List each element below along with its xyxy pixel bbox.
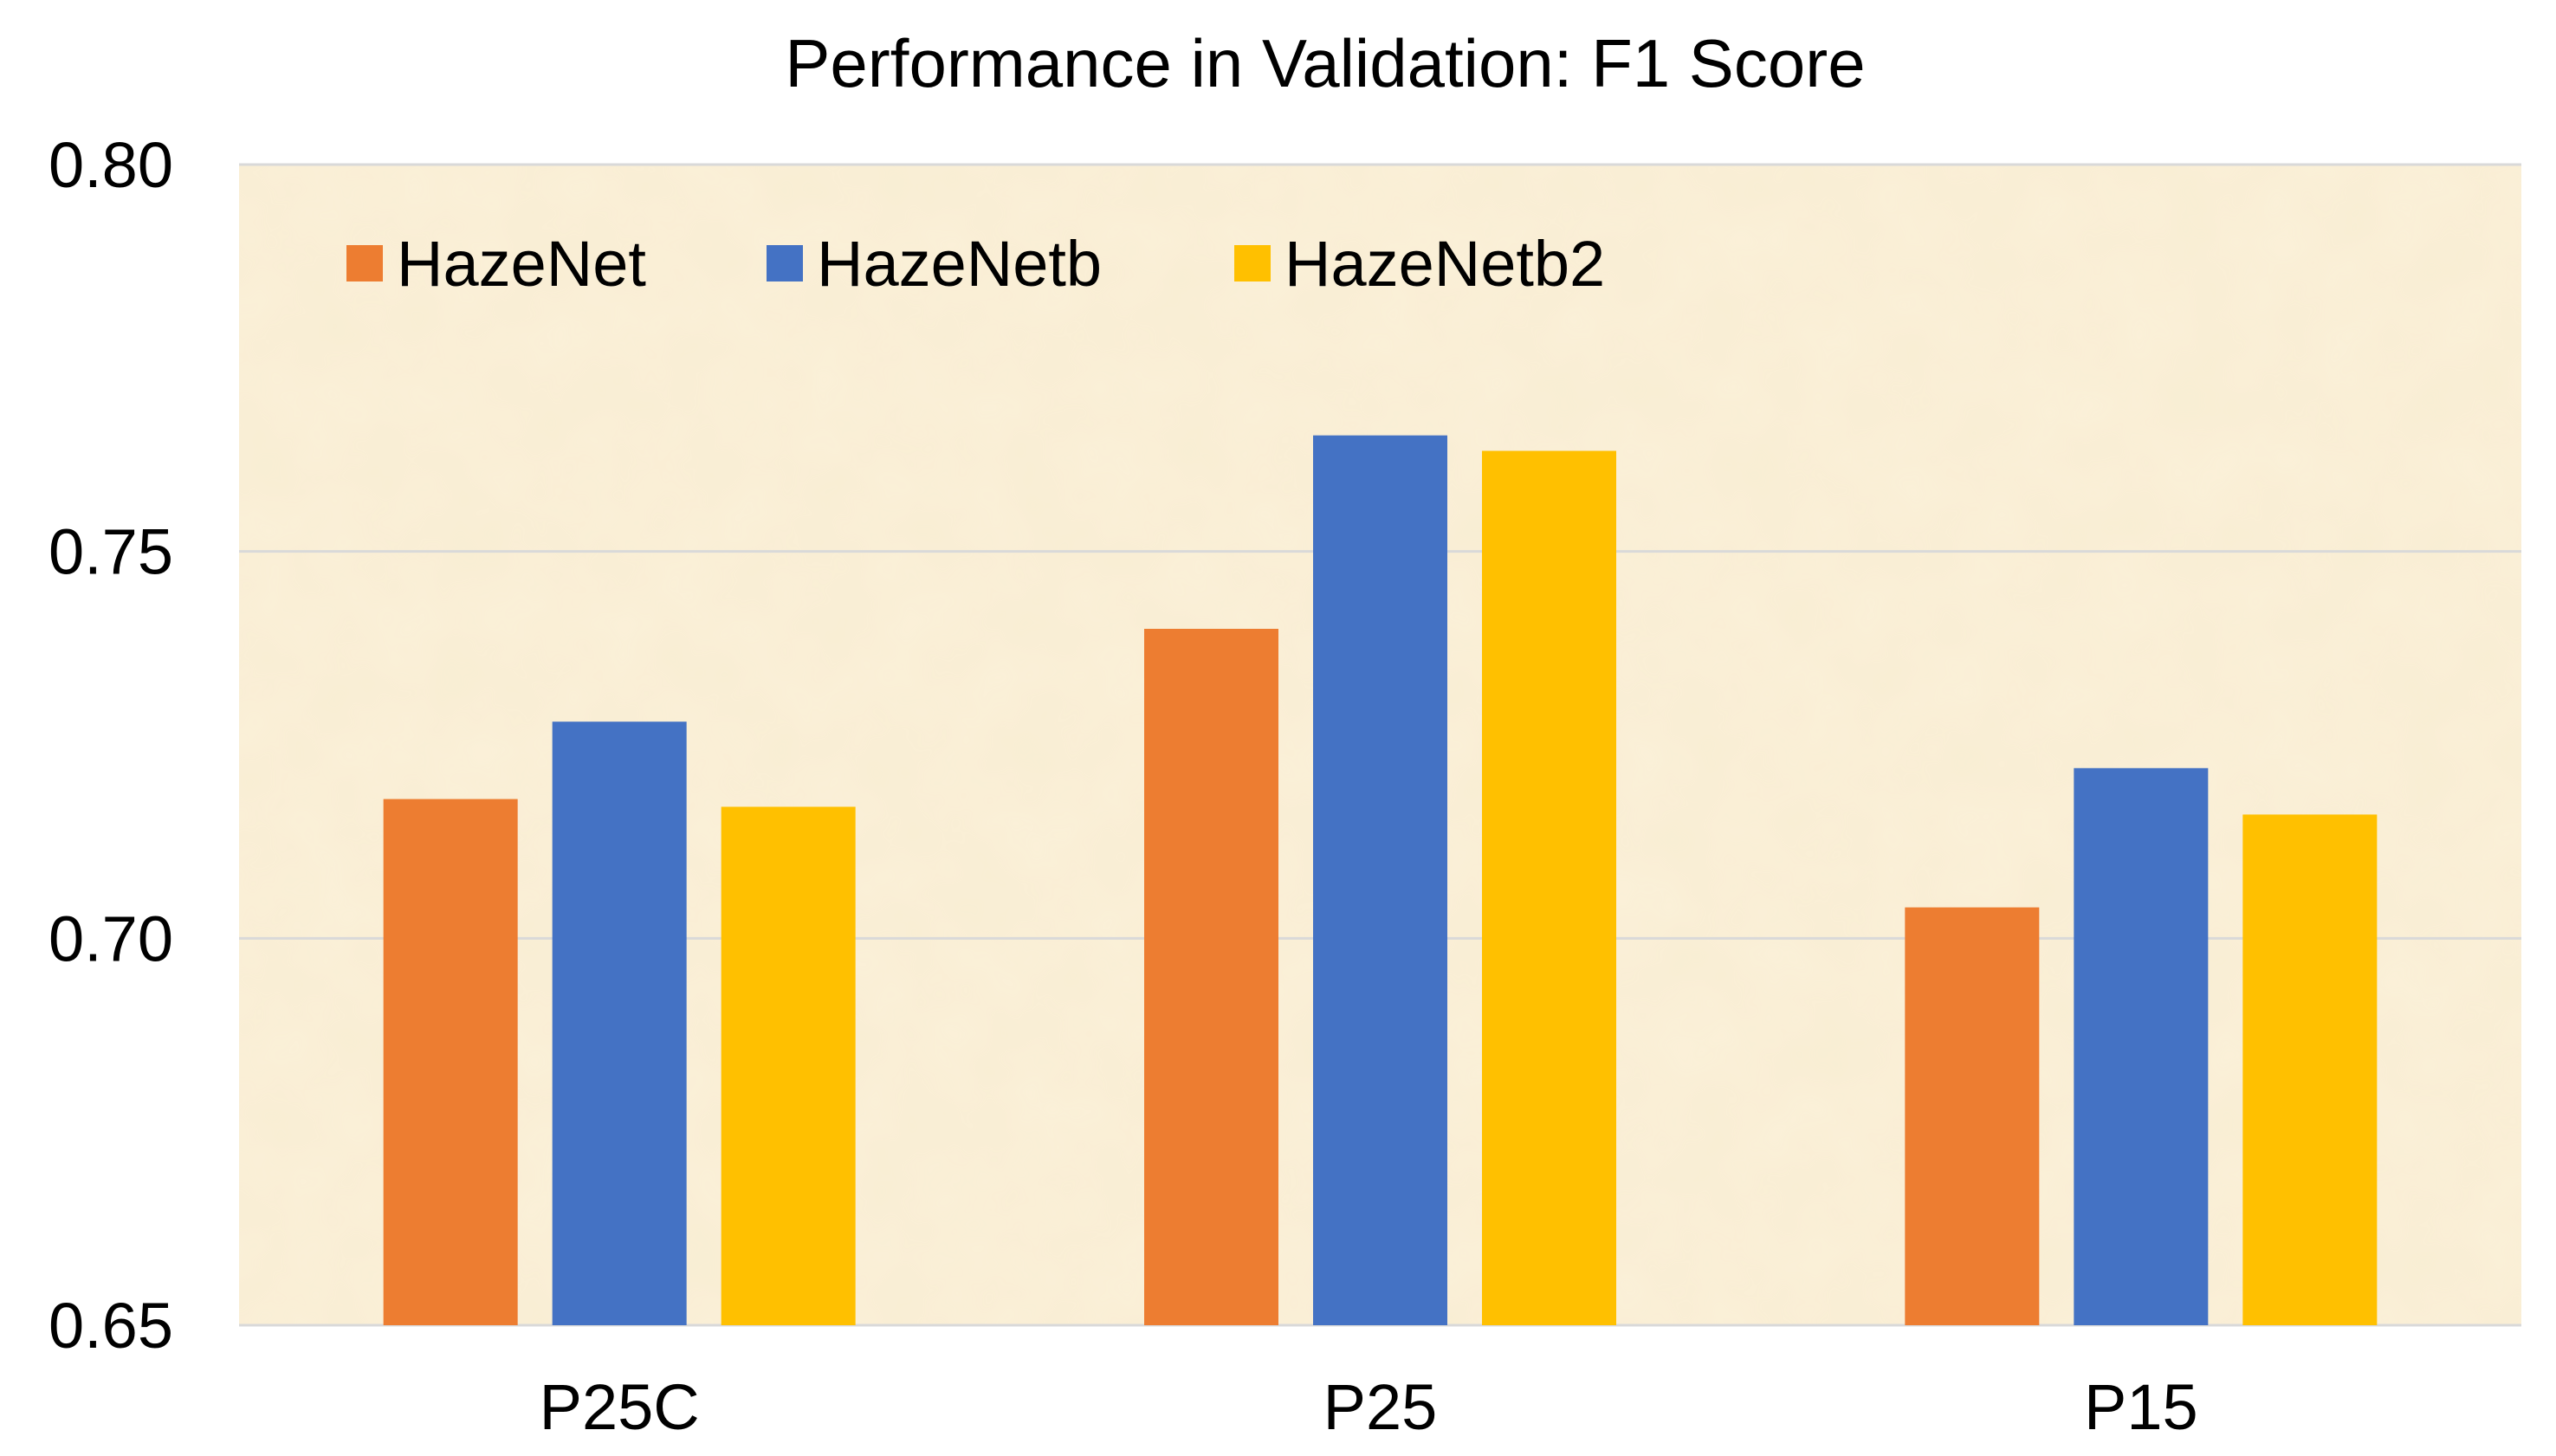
bar-hazenetb-p15	[2074, 767, 2209, 1325]
bar-hazenetb2-p25	[1482, 450, 1616, 1325]
bar-hazenet-p15	[1905, 907, 2040, 1325]
bar-hazenetb2-p25c	[721, 806, 856, 1325]
chart-title: Performance in Validation: F1 Score	[785, 25, 1865, 101]
bars	[383, 435, 2378, 1326]
y-tick-label: 0.80	[49, 129, 173, 201]
y-tick-label: 0.70	[49, 903, 173, 974]
x-axis: P25C P25 P15	[540, 1371, 2198, 1443]
x-tick-label: P15	[2084, 1371, 2198, 1443]
legend-swatch-hazenetb2	[1234, 245, 1271, 281]
legend-label-hazenetb: HazeNetb	[817, 228, 1102, 300]
y-axis: 0.80 0.75 0.70 0.65	[49, 129, 173, 1362]
bar-hazenet-p25c	[383, 799, 518, 1325]
bar-hazenetb-p25c	[552, 722, 687, 1325]
legend-swatch-hazenetb	[767, 245, 803, 281]
legend-label-hazenetb2: HazeNetb2	[1284, 228, 1605, 300]
bar-hazenet-p25	[1144, 629, 1278, 1325]
legend: HazeNet HazeNetb HazeNetb2	[346, 228, 1605, 300]
y-tick-label: 0.75	[49, 516, 173, 588]
bar-hazenetb2-p15	[2242, 814, 2378, 1325]
bar-hazenetb-p25	[1313, 435, 1447, 1326]
legend-label-hazenet: HazeNet	[397, 228, 646, 300]
legend-swatch-hazenet	[346, 245, 383, 281]
y-tick-label: 0.65	[49, 1290, 173, 1362]
x-tick-label: P25C	[540, 1371, 700, 1443]
x-tick-label: P25	[1323, 1371, 1438, 1443]
